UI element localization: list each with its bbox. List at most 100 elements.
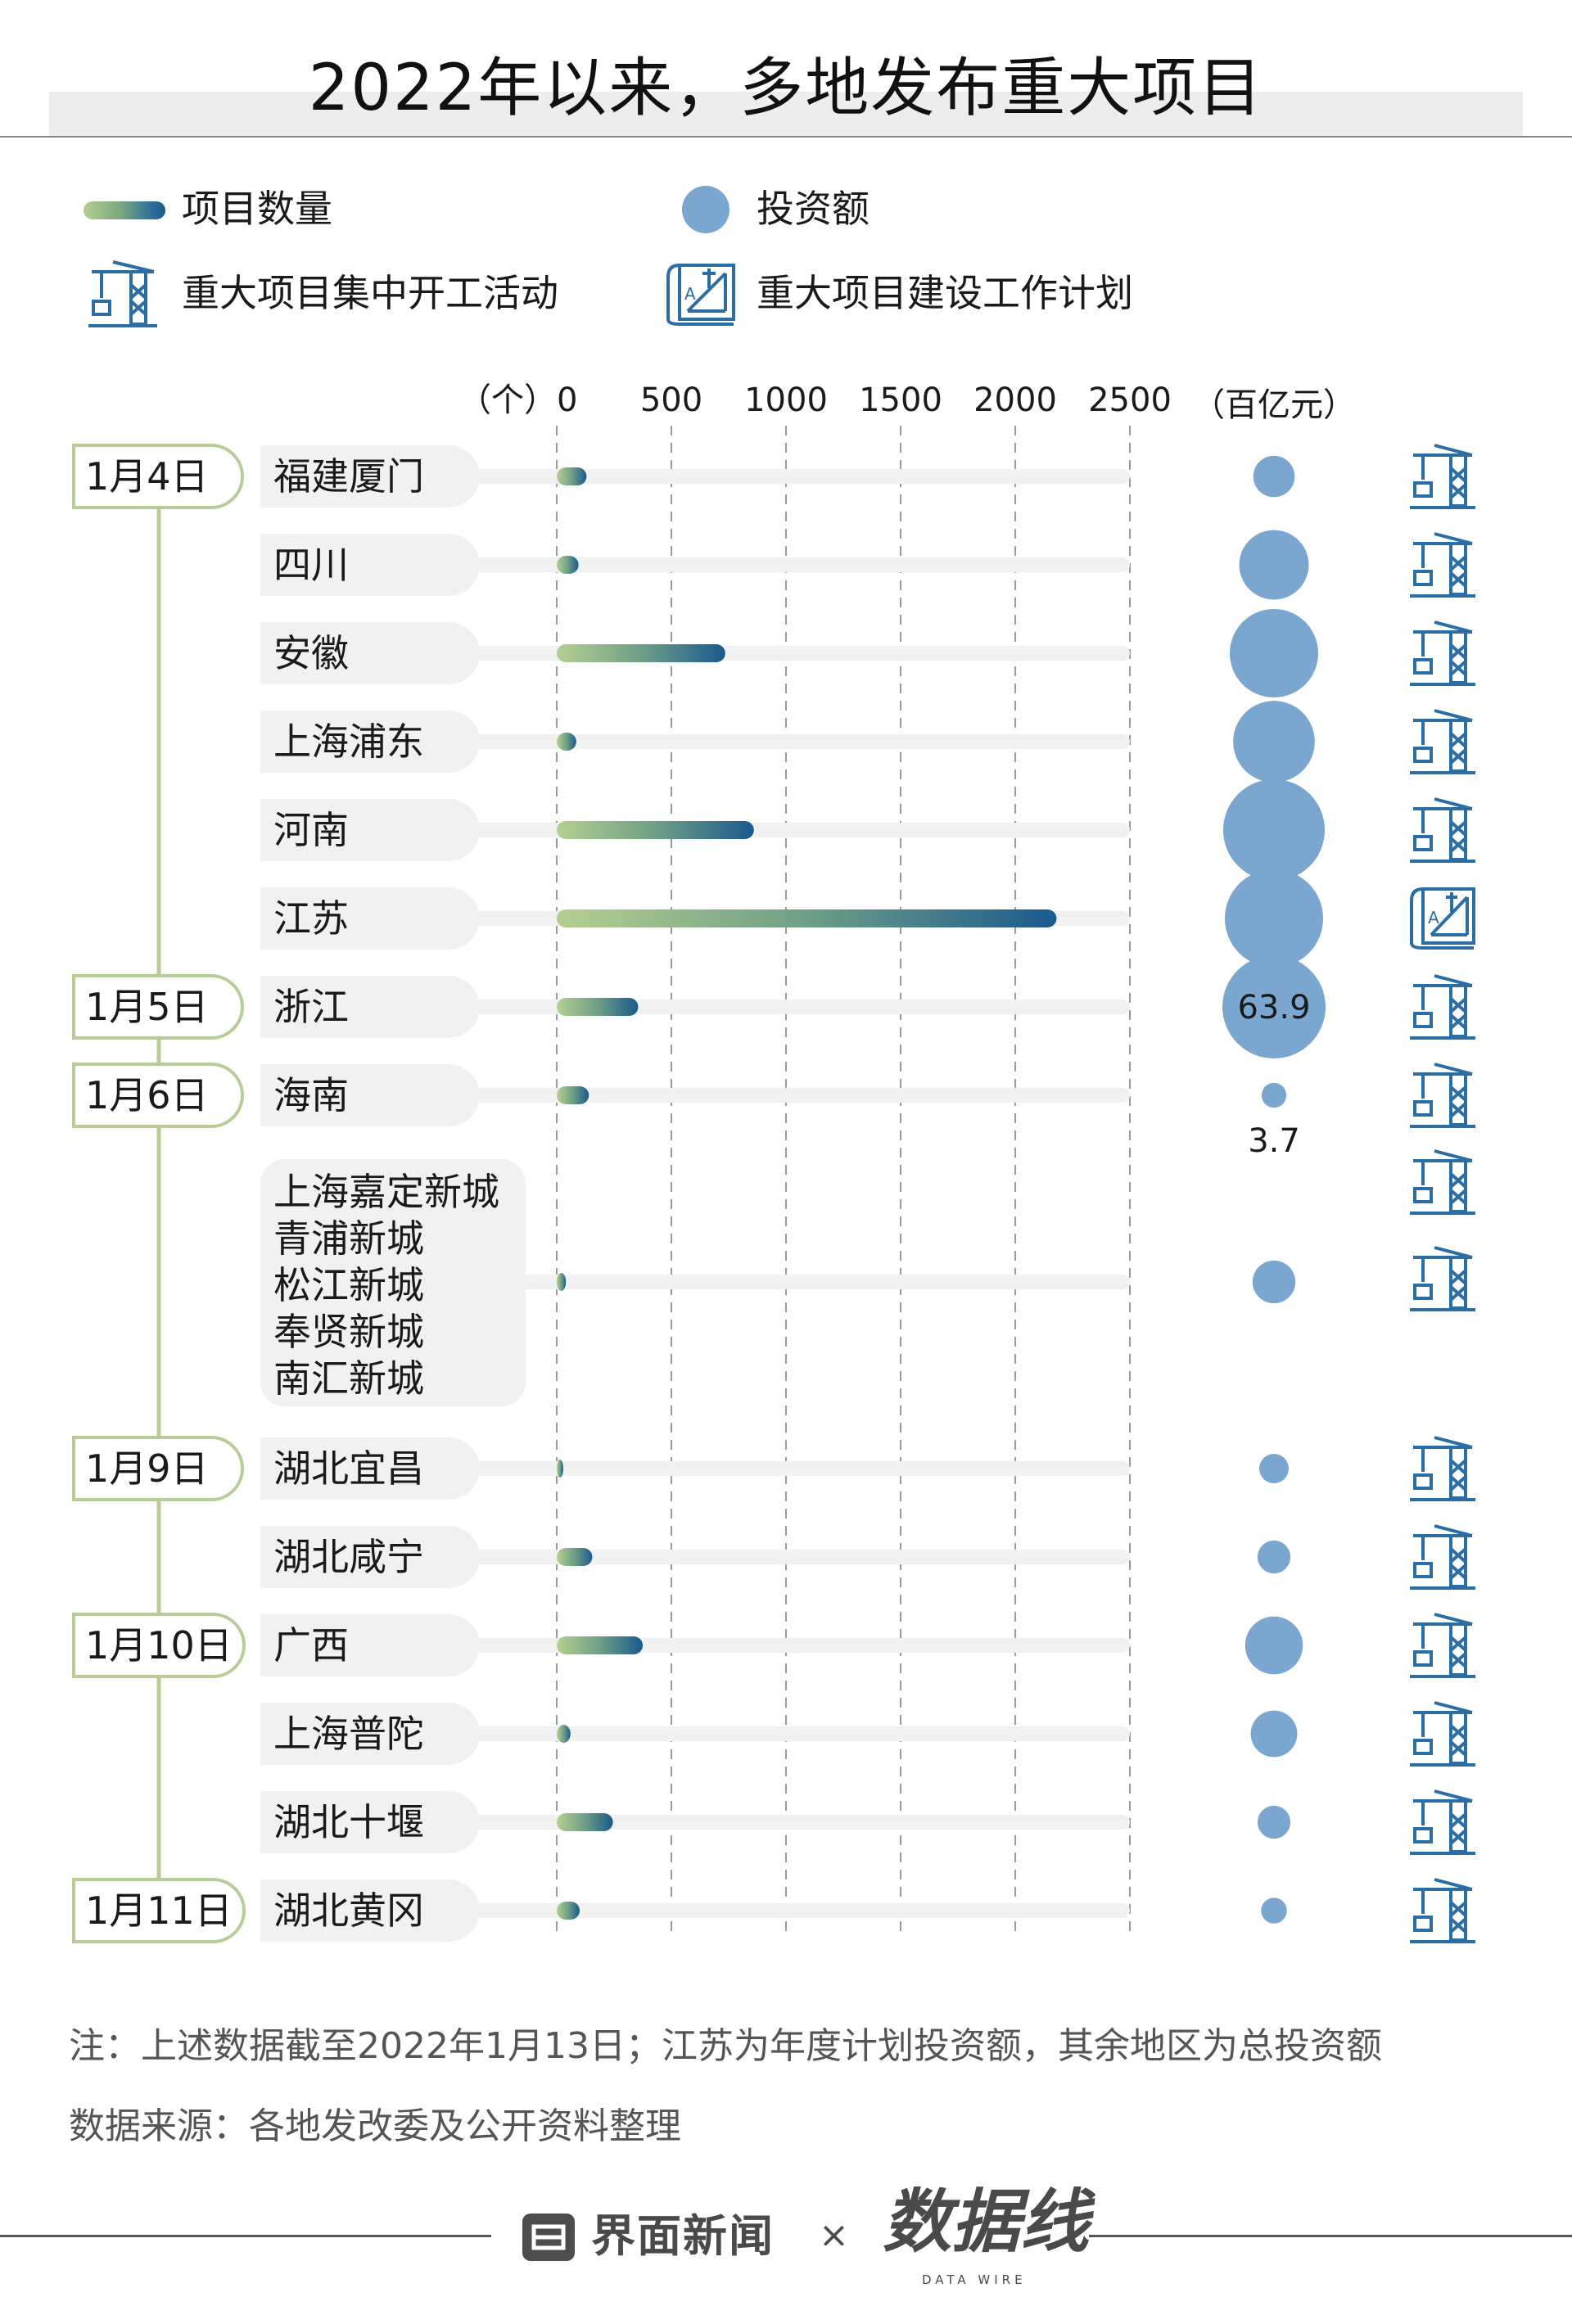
date-pill — [72, 444, 244, 509]
chart-row: 1月4日 福建厦门 — [72, 444, 1477, 509]
title-band — [49, 92, 1523, 137]
count-bar — [557, 556, 579, 574]
crane-icon — [1408, 1063, 1477, 1128]
crane-icon — [1408, 1436, 1477, 1501]
investment-bubble — [1222, 955, 1326, 1058]
date-label: 1月6日 — [85, 1073, 209, 1117]
chart-row: 1月5日 浙江 63.9 — [72, 955, 1477, 1058]
count-bar — [557, 998, 639, 1016]
crane-icon — [1408, 1246, 1477, 1311]
legend-bar-swatch — [84, 201, 165, 219]
investment-bubble — [1261, 1898, 1287, 1924]
bar-track — [458, 1726, 1130, 1741]
region-pill — [260, 1791, 480, 1853]
count-bar — [557, 1725, 571, 1743]
chart-row: 1月6日 海南 3.7 — [72, 1063, 1477, 1160]
region-pill — [260, 887, 480, 950]
chart-row: 1月10日 广西 — [72, 1613, 1477, 1678]
investment-bubble — [1222, 778, 1326, 882]
count-bar — [557, 644, 725, 662]
date-pill — [72, 1436, 244, 1501]
crane-icon — [88, 260, 157, 327]
investment-bubble — [1244, 1616, 1303, 1675]
region-pill — [260, 1703, 480, 1765]
brand-name: 界面新闻 — [591, 2210, 775, 2262]
date-label: 1月9日 — [85, 1446, 209, 1491]
brand-logo-icon — [522, 2213, 575, 2261]
crane-icon — [1408, 1701, 1477, 1767]
count-bar — [557, 1813, 613, 1831]
bar-track — [458, 1088, 1130, 1103]
investment-bubble — [1252, 1260, 1296, 1304]
crane-icon — [1408, 1149, 1477, 1215]
region-pill — [260, 1526, 480, 1588]
date-label: 1月5日 — [85, 985, 209, 1029]
chart-row: 四川 — [260, 530, 1477, 600]
bar-track — [458, 1903, 1130, 1918]
chart-row: 1月9日 湖北宜昌 — [72, 1436, 1477, 1501]
legend-bubble-swatch — [682, 186, 730, 233]
investment-bubble — [1257, 1805, 1291, 1839]
region-label: 南汇新城 — [273, 1356, 424, 1401]
x-tick-label: 1500 — [859, 381, 942, 419]
region-label: 松江新城 — [273, 1263, 424, 1307]
chart-row: 1月11日 湖北黄冈 — [72, 1878, 1477, 1943]
legend-plan-label: 重大项目建设工作计划 — [757, 271, 1133, 315]
region-label: 湖北十堰 — [273, 1800, 424, 1844]
region-label: 上海普陀 — [273, 1712, 424, 1756]
region-label: 江苏 — [273, 896, 349, 941]
footer-rule-right — [1089, 2235, 1572, 2237]
investment-bubble — [1253, 455, 1295, 498]
chart-title: 2022年以来，多地发布重大项目 — [308, 52, 1264, 125]
bar-track — [509, 1275, 1130, 1289]
bar-track — [458, 734, 1130, 749]
count-bar — [557, 1086, 590, 1104]
region-pill — [260, 1614, 480, 1676]
partner-logo-sub: DATA WIRE — [922, 2272, 1027, 2287]
count-bar — [557, 1460, 563, 1478]
blueprint-icon: A — [666, 264, 735, 326]
title-rule — [0, 136, 1572, 138]
x-tick-label: 2500 — [1088, 381, 1172, 419]
region-label: 青浦新城 — [273, 1216, 424, 1261]
bar-track — [458, 1461, 1130, 1476]
footnote: 注：上述数据截至2022年1月13日；江苏为年度计划投资额，其余地区为总投资额 — [69, 2025, 1382, 2067]
chart-row: 安徽 — [260, 608, 1477, 698]
crane-icon — [1408, 444, 1477, 509]
region-label: 奉贤新城 — [273, 1310, 424, 1354]
date-label: 1月4日 — [85, 454, 209, 499]
crane-icon — [1408, 797, 1477, 863]
region-label: 上海浦东 — [273, 720, 424, 764]
count-bar — [557, 1902, 580, 1920]
chart-row: 江苏 — [260, 869, 1475, 968]
region-pill — [260, 976, 480, 1038]
date-pill — [72, 1063, 244, 1128]
chart-row: 上海浦东 — [260, 701, 1477, 783]
bubble-unit: （百亿元） — [1192, 386, 1356, 424]
legend-count-label: 项目数量 — [182, 187, 332, 231]
date-pill — [72, 974, 244, 1040]
x-tick-label: 500 — [640, 381, 702, 419]
investment-label: 3.7 — [1248, 1122, 1300, 1160]
data-source: 数据来源：各地发改委及公开资料整理 — [69, 2105, 681, 2147]
count-bar — [557, 1548, 593, 1566]
crane-icon — [1408, 709, 1477, 774]
region-pill — [260, 1159, 526, 1406]
bar-track — [458, 469, 1130, 484]
crane-icon — [1408, 1878, 1477, 1943]
region-pill — [260, 1880, 480, 1942]
chart-row: 湖北十堰 — [260, 1789, 1477, 1855]
region-label: 海南 — [273, 1073, 349, 1117]
count-bar — [557, 467, 587, 485]
date-pill — [72, 1878, 246, 1943]
bar-track — [458, 1550, 1130, 1564]
region-pill — [260, 1064, 480, 1126]
date-label: 1月11日 — [85, 1889, 233, 1933]
region-pill — [260, 445, 480, 508]
region-label: 湖北黄冈 — [273, 1889, 424, 1933]
region-label: 湖北咸宁 — [273, 1535, 424, 1579]
legend-groundbreaking-label: 重大项目集中开工活动 — [182, 271, 558, 315]
count-bar — [557, 909, 1057, 927]
